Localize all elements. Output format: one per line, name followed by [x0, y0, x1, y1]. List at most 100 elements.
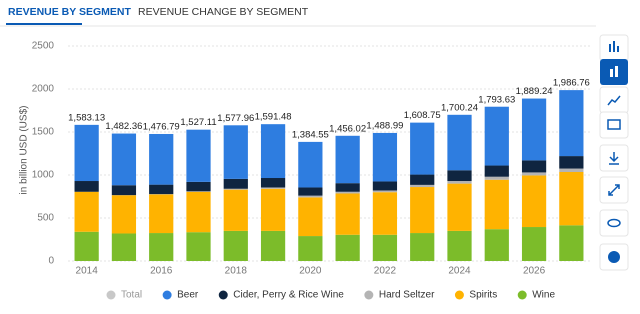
bar-segment — [336, 136, 360, 183]
tab-underline — [6, 23, 82, 25]
bar-segment — [559, 172, 583, 225]
legend-label: Hard Seltzer — [379, 290, 435, 301]
bar-segment — [112, 233, 136, 261]
y-axis-label: in billion USD (US$) — [19, 106, 30, 195]
total-label: 1,583.13 — [68, 112, 105, 123]
bar-segment — [149, 185, 173, 194]
bar-segment — [485, 166, 509, 177]
bar-segment — [559, 90, 583, 156]
bar-segment — [447, 115, 471, 170]
bar-segment — [559, 225, 583, 261]
x-tick-label: 2014 — [76, 266, 99, 277]
bar-segment — [261, 187, 285, 188]
tab-active[interactable]: REVENUE BY SEGMENT — [8, 6, 131, 18]
bar-segment — [149, 134, 173, 185]
bar-segment — [336, 193, 360, 234]
y-tick-label: 2000 — [32, 84, 55, 95]
bar-segment — [410, 233, 434, 261]
bar-segment — [447, 181, 471, 184]
x-tick-label: 2016 — [150, 266, 173, 277]
bar-segment — [373, 235, 397, 261]
bar-segment — [224, 179, 248, 189]
tool-button[interactable] — [600, 112, 628, 138]
total-label: 1,488.99 — [366, 120, 403, 131]
bar-segment — [261, 231, 285, 261]
bar-segment — [298, 196, 322, 198]
bar-segment — [373, 190, 397, 192]
bar-segment — [522, 175, 546, 227]
total-label: 1,456.02 — [329, 123, 366, 134]
legend-marker — [455, 291, 464, 300]
bar-segment — [522, 172, 546, 175]
total-label: 1,384.55 — [292, 129, 329, 140]
bar-segment — [410, 123, 434, 175]
tool-button-active[interactable] — [600, 59, 628, 85]
bar-segment — [485, 229, 509, 261]
x-tick-label: 2022 — [374, 266, 397, 277]
bar-segment — [224, 190, 248, 231]
bar-segment — [522, 227, 546, 261]
bar-segment — [336, 235, 360, 261]
legend-label: Total — [121, 290, 142, 301]
bar-segment — [75, 192, 99, 232]
total-label: 1,482.36 — [105, 121, 142, 132]
bar-segment — [447, 184, 471, 231]
bar-segment — [298, 197, 322, 236]
total-label: 1,591.48 — [255, 112, 292, 123]
bar-segment — [186, 130, 210, 182]
legend-label: Spirits — [469, 290, 497, 301]
bar-segment — [485, 177, 509, 180]
tool-button[interactable] — [600, 210, 628, 236]
bar-segment — [224, 125, 248, 179]
icon — [617, 46, 619, 52]
legend-label: Wine — [532, 290, 555, 301]
bar-segment — [112, 134, 136, 186]
x-tick-label: 2024 — [448, 266, 471, 277]
icon — [615, 66, 618, 77]
tab[interactable]: REVENUE CHANGE BY SEGMENT — [138, 6, 309, 18]
bar-segment — [261, 178, 285, 187]
x-tick-label: 2020 — [299, 266, 322, 277]
total-label: 1,700.24 — [441, 102, 478, 113]
total-label: 1,793.63 — [478, 94, 515, 105]
total-label: 1,577.96 — [217, 113, 254, 124]
bar-segment — [522, 99, 546, 161]
bar-segment — [447, 170, 471, 181]
bar-segment — [298, 187, 322, 195]
bar-segment — [447, 231, 471, 261]
icon — [613, 41, 615, 52]
bar-segment — [485, 180, 509, 229]
legend-marker — [107, 291, 116, 300]
bar-segment — [261, 189, 285, 231]
legend-marker — [219, 291, 228, 300]
legend-marker — [163, 291, 172, 300]
bar-segment — [410, 187, 434, 233]
legend-marker — [364, 291, 373, 300]
bar-segment — [75, 232, 99, 261]
bar-segment — [224, 231, 248, 261]
total-label: 1,986.76 — [553, 78, 590, 89]
bar-segment — [410, 185, 434, 187]
legend-marker — [518, 291, 527, 300]
tool-button[interactable] — [600, 87, 628, 113]
y-tick-label: 1000 — [32, 170, 55, 181]
toolbar — [600, 35, 628, 270]
bar-segment — [298, 142, 322, 188]
bar-segment — [186, 232, 210, 261]
bar-segment — [336, 183, 360, 192]
y-tick-label: 2500 — [32, 41, 55, 52]
bar-segment — [298, 236, 322, 261]
total-label: 1,608.75 — [404, 110, 441, 121]
bar-segment — [149, 233, 173, 261]
y-tick-label: 500 — [37, 213, 54, 224]
x-tick-label: 2018 — [225, 266, 248, 277]
y-tick-label: 0 — [48, 256, 54, 267]
total-label: 1,476.79 — [143, 122, 180, 133]
bar-segment — [559, 156, 583, 168]
bar-segment — [559, 169, 583, 172]
bar-segment — [410, 175, 434, 185]
bar-segment — [75, 125, 99, 181]
total-label: 1,527.11 — [180, 117, 216, 128]
icon — [609, 44, 611, 52]
